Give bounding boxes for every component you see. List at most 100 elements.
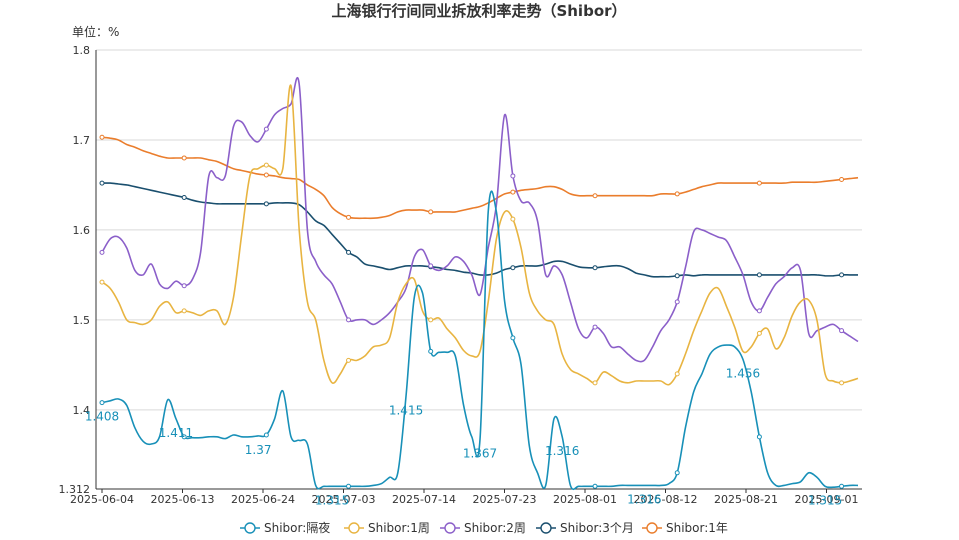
data-point xyxy=(839,272,845,278)
axes: 1.312 1.4 1.5 1.6 1.7 1.8 2025-06-04 2025-06-13… xyxy=(59,44,862,506)
data-point xyxy=(674,371,680,377)
data-point xyxy=(756,272,762,278)
data-label: 1.315 xyxy=(315,493,349,507)
series-lines xyxy=(99,77,859,491)
y-tick-label: 1.8 xyxy=(73,44,91,57)
x-tick-label: 2025-08-21 xyxy=(714,493,778,506)
y-tick-label: 1.6 xyxy=(73,224,91,237)
data-point xyxy=(510,216,516,222)
chart-title: 上海银行行间同业拆放利率走势（Shibor） xyxy=(331,2,626,20)
data-point xyxy=(181,195,187,201)
legend-item[interactable]: Shibor:隔夜 xyxy=(240,520,330,535)
data-point xyxy=(346,249,352,255)
data-label: 1.456 xyxy=(726,366,760,380)
data-point xyxy=(428,348,434,354)
data-point xyxy=(674,470,680,476)
data-point xyxy=(346,357,352,363)
x-tick-label: 2025-06-24 xyxy=(231,493,295,506)
data-point xyxy=(510,189,516,195)
data-point xyxy=(99,134,105,140)
data-label: 1.415 xyxy=(389,403,423,417)
legend-item[interactable]: Shibor:3个月 xyxy=(536,521,634,535)
series-4 xyxy=(99,134,859,220)
legend-item[interactable]: Shibor:1周 xyxy=(344,521,430,535)
data-labels: 1.408 1.411 1.37 1.315 1.415 1.367 1.316 1.316 1… xyxy=(85,366,842,507)
x-tick-label: 2025-08-01 xyxy=(553,493,617,506)
data-point xyxy=(428,209,434,215)
data-point xyxy=(263,432,269,438)
grid-lines xyxy=(96,49,862,411)
data-point xyxy=(263,126,269,132)
data-point xyxy=(181,283,187,289)
data-point xyxy=(181,308,187,314)
y-tick-label: 1.4 xyxy=(73,404,91,417)
x-tick-label: 2025-06-13 xyxy=(151,493,215,506)
data-label: 1.367 xyxy=(463,447,497,461)
data-label: 1.37 xyxy=(245,443,272,457)
data-point xyxy=(181,155,187,161)
series-1 xyxy=(99,84,859,386)
series-line xyxy=(101,136,859,220)
data-point xyxy=(756,180,762,186)
data-point xyxy=(181,434,187,440)
legend-marker xyxy=(444,522,456,534)
y-tick-label: 1.5 xyxy=(73,314,91,327)
legend-item[interactable]: Shibor:1年 xyxy=(642,521,728,535)
x-tick-label: 2025-08-12 xyxy=(634,493,698,506)
legend[interactable]: Shibor:隔夜 Shibor:1周 Shibor:2周 Shibor:3个月 Shi… xyxy=(240,520,728,535)
data-point xyxy=(428,263,434,269)
data-point xyxy=(99,400,105,406)
series-0 xyxy=(99,190,859,491)
series-line xyxy=(101,84,859,386)
series-2 xyxy=(99,77,859,363)
data-point xyxy=(346,317,352,323)
legend-marker xyxy=(540,522,552,534)
legend-marker xyxy=(646,522,658,534)
data-point xyxy=(674,299,680,305)
data-label: 1.316 xyxy=(627,492,661,506)
data-point xyxy=(263,201,269,207)
data-point xyxy=(428,317,434,323)
data-point xyxy=(839,380,845,386)
data-point xyxy=(346,214,352,220)
data-point xyxy=(674,191,680,197)
y-tick-label: 1.312 xyxy=(59,483,91,496)
data-point xyxy=(346,483,352,489)
legend-label: Shibor:1年 xyxy=(666,521,728,535)
data-point xyxy=(592,265,598,271)
legend-label: Shibor:2周 xyxy=(464,521,526,535)
data-point xyxy=(839,328,845,334)
x-tick-label: 2025-07-23 xyxy=(473,493,537,506)
x-tick-label: 2025-07-14 xyxy=(392,493,456,506)
series-line xyxy=(101,182,858,278)
data-point xyxy=(592,324,598,330)
data-point xyxy=(99,279,105,285)
data-point xyxy=(510,173,516,179)
data-point xyxy=(592,483,598,489)
data-point xyxy=(510,265,516,271)
legend-marker xyxy=(348,522,360,534)
series-line xyxy=(101,77,859,363)
data-point xyxy=(510,335,516,341)
x-tick-label: 2025-06-04 xyxy=(70,493,134,506)
data-point xyxy=(756,308,762,314)
x-tick-label: 2025-09-01 xyxy=(795,493,859,506)
data-point xyxy=(839,483,845,489)
legend-item[interactable]: Shibor:2周 xyxy=(440,521,526,535)
data-label: 1.315 xyxy=(808,493,842,507)
series-3 xyxy=(99,180,858,279)
x-tick-label: 2025-07-03 xyxy=(312,493,376,506)
legend-label: Shibor:3个月 xyxy=(560,521,634,535)
data-label: 1.411 xyxy=(159,426,193,440)
data-point xyxy=(756,434,762,440)
legend-marker xyxy=(244,522,256,534)
data-point xyxy=(592,380,598,386)
y-tick-label: 1.7 xyxy=(73,134,91,147)
legend-label: Shibor:1周 xyxy=(368,521,430,535)
data-point xyxy=(263,162,269,168)
unit-label: 单位：% xyxy=(72,24,119,39)
data-label: 1.408 xyxy=(85,410,119,424)
data-point xyxy=(592,193,598,199)
legend-label: Shibor:隔夜 xyxy=(264,520,330,535)
data-label: 1.316 xyxy=(545,444,579,458)
